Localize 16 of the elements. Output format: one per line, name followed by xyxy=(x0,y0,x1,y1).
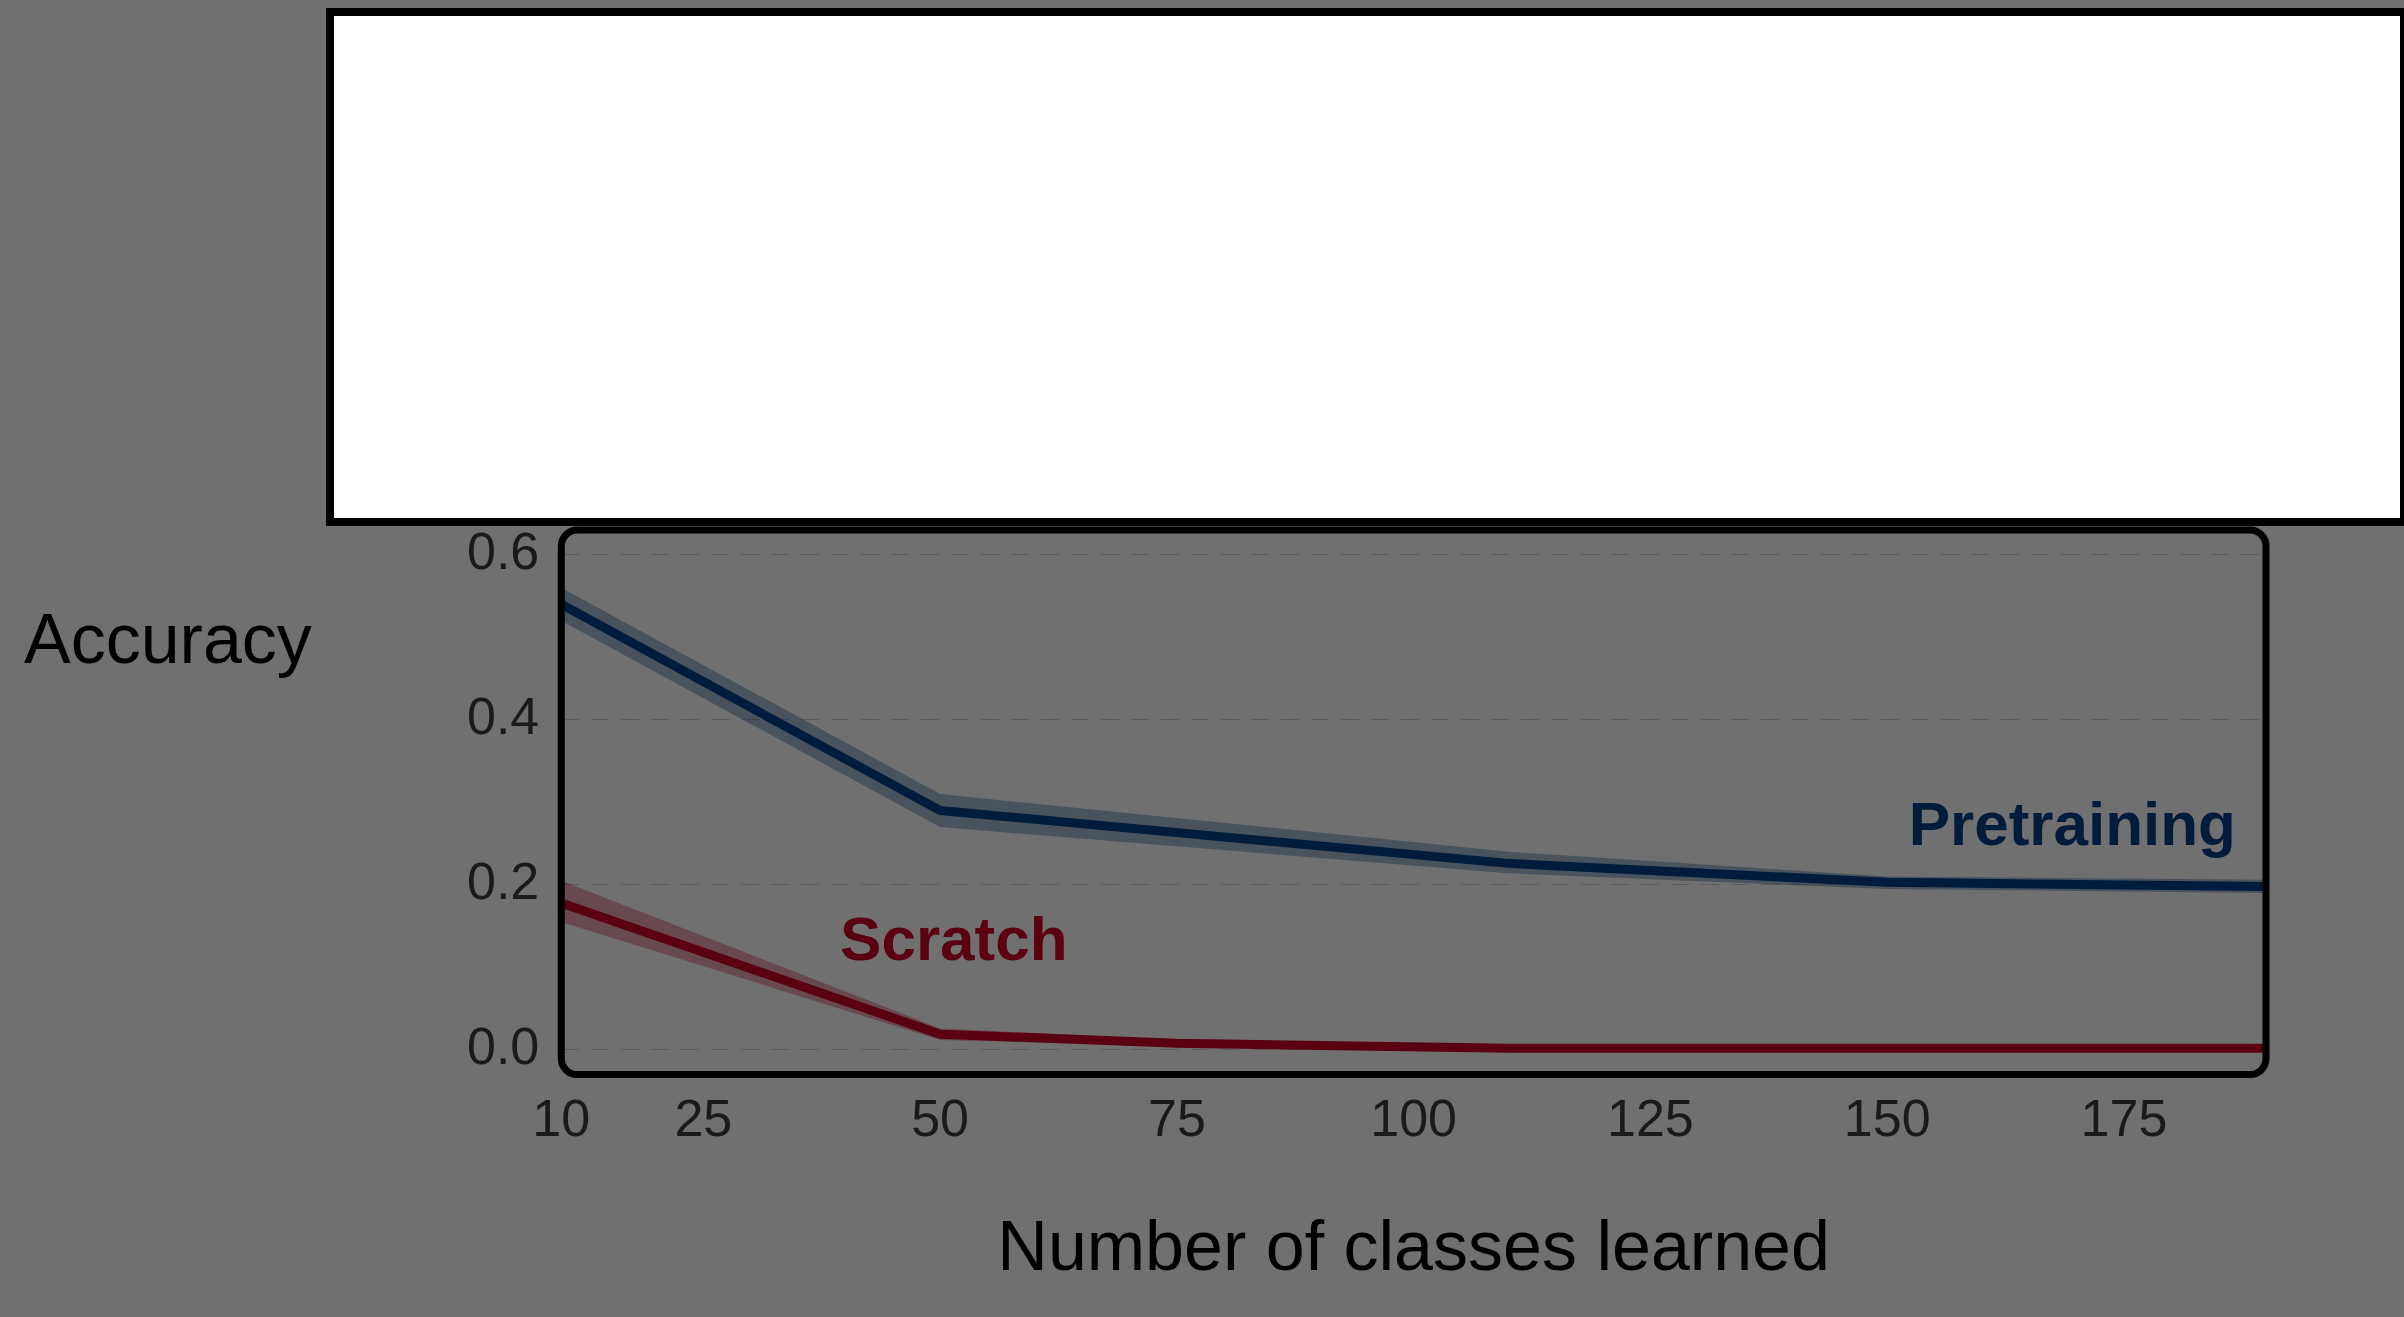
y-tick-label: 0.6 xyxy=(466,522,540,581)
x-tick-label: 175 xyxy=(2080,1089,2168,1148)
x-tick-label: 125 xyxy=(1607,1089,1694,1148)
x-tick-label: 25 xyxy=(674,1089,733,1148)
x-tick-label: 100 xyxy=(1370,1089,1458,1148)
y-tick-label: 0.0 xyxy=(466,1017,540,1076)
series-label: Scratch xyxy=(840,904,1068,974)
y-axis-title: Accuracy xyxy=(24,600,312,679)
x-axis-title: Number of classes learned xyxy=(997,1207,1830,1286)
x-tick-label: 150 xyxy=(1843,1089,1931,1148)
y-tick-label: 0.2 xyxy=(466,852,540,911)
x-tick-label: 75 xyxy=(1147,1089,1206,1148)
x-tick-label: 10 xyxy=(532,1089,591,1148)
y-tick-label: 0.4 xyxy=(466,687,540,746)
x-tick-label: 50 xyxy=(911,1089,970,1148)
series-label: Pretraining xyxy=(1908,788,2236,858)
